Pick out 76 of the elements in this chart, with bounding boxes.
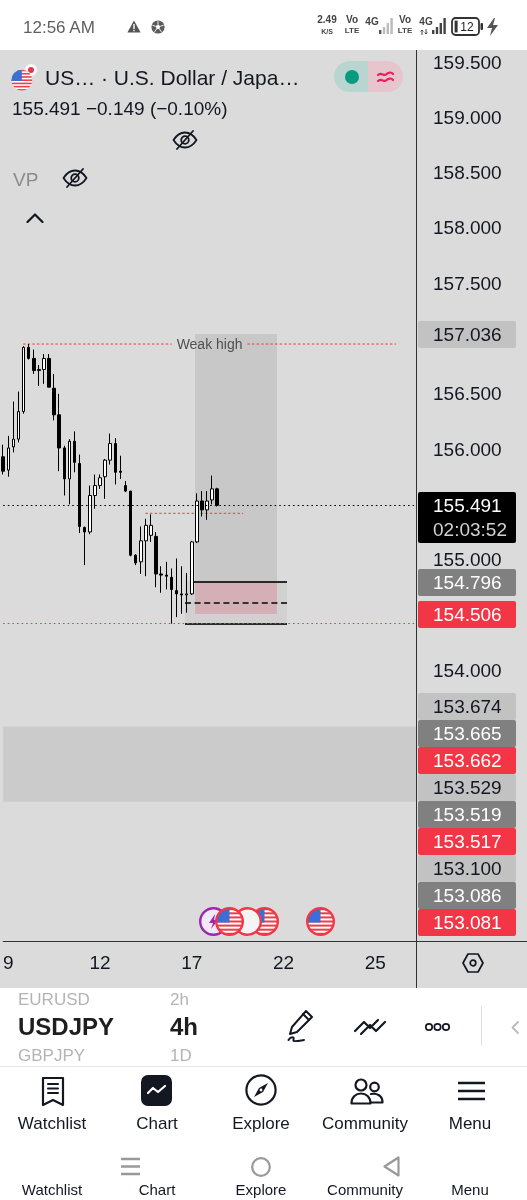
text: 4G bbox=[419, 16, 433, 27]
text: 2.49 bbox=[317, 14, 337, 25]
text: Menu bbox=[448, 1113, 492, 1133]
text: 02:03:52 bbox=[418, 516, 516, 543]
x-tick-label: 12 bbox=[89, 952, 111, 973]
y-tick-label: 156.000 bbox=[433, 438, 502, 460]
text: Community bbox=[322, 1113, 408, 1133]
candlestick bbox=[170, 567, 173, 625]
text: 153.662 bbox=[418, 746, 516, 774]
x-tick-label: 9 bbox=[2, 952, 14, 973]
text: LTE bbox=[397, 26, 413, 35]
y-tick-label: 157.500 bbox=[433, 272, 502, 294]
text: 154.796 bbox=[418, 568, 516, 596]
y-tick-label: 156.500 bbox=[433, 383, 502, 405]
text: Explore bbox=[235, 1180, 287, 1198]
text: LTE bbox=[344, 26, 360, 35]
text: 12 bbox=[460, 20, 474, 34]
text: Community bbox=[327, 1180, 403, 1198]
candlestick bbox=[7, 435, 10, 478]
text: 153.517 bbox=[418, 827, 516, 855]
text: 153.674 bbox=[418, 692, 516, 720]
candlestick bbox=[1, 444, 5, 475]
candlestick bbox=[22, 345, 25, 415]
annotation: VP bbox=[13, 168, 39, 190]
candlestick bbox=[27, 343, 30, 361]
text: GBPJPY bbox=[18, 1045, 86, 1065]
text: 153.665 bbox=[418, 719, 516, 747]
candlestick bbox=[114, 437, 117, 485]
text: 155.491 −0.149 (−0.10%) bbox=[12, 97, 228, 119]
text: Vo bbox=[398, 14, 412, 25]
text: EURUSD bbox=[18, 989, 90, 1009]
x-tick-label: 22 bbox=[272, 952, 295, 973]
text: 153.100 bbox=[418, 854, 516, 882]
series-label: Weak high bbox=[176, 336, 243, 353]
text: 4G bbox=[365, 16, 379, 27]
text: Vo bbox=[345, 14, 359, 25]
x-tick-label: 25 bbox=[364, 952, 386, 973]
text: Menu bbox=[451, 1180, 489, 1198]
ref-line-label: 155.491 bbox=[418, 491, 516, 519]
candlestick bbox=[63, 445, 66, 496]
y-tick-label: 154.000 bbox=[433, 659, 502, 681]
x-tick-label: 17 bbox=[181, 952, 203, 973]
text: 153.519 bbox=[418, 800, 516, 828]
candlestick bbox=[12, 401, 15, 453]
text: 153.081 bbox=[418, 908, 516, 936]
candlestick bbox=[185, 572, 188, 614]
text: 2h bbox=[170, 989, 189, 1009]
candlestick bbox=[175, 558, 178, 618]
text: 154.506 bbox=[418, 600, 516, 628]
candlestick bbox=[83, 525, 86, 566]
candlestick bbox=[134, 553, 137, 566]
text: 4h bbox=[170, 1013, 199, 1040]
candlestick bbox=[180, 565, 183, 615]
text: Watchlist bbox=[17, 1113, 87, 1133]
text: 1D bbox=[170, 1045, 192, 1065]
y-tick-label: 158.000 bbox=[433, 217, 502, 239]
candlestick bbox=[68, 438, 71, 505]
text: Explore bbox=[232, 1113, 290, 1133]
text: Chart bbox=[138, 1180, 176, 1198]
candlestick bbox=[73, 430, 76, 473]
y-tick-label: 159.500 bbox=[433, 51, 502, 73]
text: 157.036 bbox=[418, 320, 516, 348]
text: USDJPY bbox=[18, 1013, 115, 1040]
y-tick-label: 158.500 bbox=[433, 162, 502, 184]
candlestick bbox=[119, 455, 122, 480]
text: Watchlist bbox=[21, 1180, 83, 1198]
y-tick-label: 159.000 bbox=[433, 106, 502, 128]
text: Chart bbox=[136, 1113, 178, 1133]
candlestick bbox=[124, 480, 127, 493]
y-tick-label: 155.000 bbox=[433, 549, 502, 571]
candlestick bbox=[165, 561, 168, 590]
text: 12:56 AM bbox=[23, 17, 95, 37]
text: US… · U.S. Dollar / Japa… bbox=[45, 65, 300, 89]
candlestick bbox=[17, 391, 20, 443]
text: 153.086 bbox=[418, 881, 516, 909]
text: 153.529 bbox=[418, 773, 516, 801]
